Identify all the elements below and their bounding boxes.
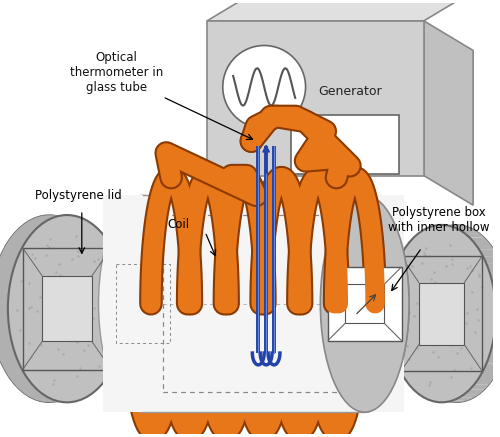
Polygon shape bbox=[0, 353, 18, 361]
Polygon shape bbox=[143, 195, 364, 412]
Polygon shape bbox=[207, 0, 473, 21]
Polygon shape bbox=[453, 227, 473, 229]
Polygon shape bbox=[30, 217, 54, 220]
Polygon shape bbox=[494, 328, 500, 337]
Polygon shape bbox=[0, 265, 15, 274]
Polygon shape bbox=[8, 234, 31, 241]
Polygon shape bbox=[479, 371, 498, 378]
Polygon shape bbox=[0, 361, 22, 369]
Polygon shape bbox=[494, 290, 500, 299]
Ellipse shape bbox=[0, 215, 108, 402]
Ellipse shape bbox=[320, 195, 409, 412]
Bar bbox=[419, 283, 465, 345]
Polygon shape bbox=[486, 264, 500, 272]
Polygon shape bbox=[464, 390, 484, 394]
Polygon shape bbox=[486, 355, 500, 364]
Polygon shape bbox=[19, 389, 42, 394]
Polygon shape bbox=[0, 274, 12, 284]
Bar bbox=[345, 284, 385, 323]
Polygon shape bbox=[24, 394, 48, 397]
Ellipse shape bbox=[388, 225, 496, 402]
Polygon shape bbox=[495, 299, 500, 309]
Polygon shape bbox=[0, 284, 10, 294]
Text: Optical
thermometer in
glass tube: Optical thermometer in glass tube bbox=[70, 51, 163, 94]
Bar bbox=[22, 248, 112, 370]
Polygon shape bbox=[470, 238, 489, 243]
Polygon shape bbox=[0, 256, 18, 265]
Polygon shape bbox=[483, 256, 500, 264]
Polygon shape bbox=[36, 400, 60, 402]
Ellipse shape bbox=[98, 195, 188, 412]
Polygon shape bbox=[0, 294, 8, 304]
Polygon shape bbox=[4, 241, 26, 248]
Polygon shape bbox=[470, 384, 489, 390]
Polygon shape bbox=[459, 229, 479, 233]
Text: Generator: Generator bbox=[318, 85, 382, 98]
Circle shape bbox=[223, 45, 306, 128]
Polygon shape bbox=[0, 343, 15, 353]
Polygon shape bbox=[4, 369, 26, 377]
Text: Polystyrene lid: Polystyrene lid bbox=[36, 189, 122, 202]
Polygon shape bbox=[459, 394, 479, 398]
Bar bbox=[401, 256, 482, 371]
Bar bbox=[42, 276, 92, 341]
Polygon shape bbox=[14, 383, 36, 389]
Text: Coil: Coil bbox=[168, 218, 190, 232]
Polygon shape bbox=[8, 377, 31, 383]
Polygon shape bbox=[207, 21, 424, 176]
Polygon shape bbox=[490, 347, 500, 355]
Polygon shape bbox=[104, 195, 404, 412]
Polygon shape bbox=[424, 21, 473, 205]
Polygon shape bbox=[492, 337, 500, 347]
Polygon shape bbox=[30, 397, 54, 400]
Polygon shape bbox=[0, 324, 10, 334]
Polygon shape bbox=[464, 233, 484, 238]
Polygon shape bbox=[474, 243, 494, 249]
Polygon shape bbox=[448, 400, 468, 402]
Polygon shape bbox=[14, 229, 36, 234]
Polygon shape bbox=[19, 224, 42, 229]
Polygon shape bbox=[0, 314, 8, 324]
Polygon shape bbox=[0, 248, 22, 256]
Bar bbox=[328, 267, 402, 341]
Polygon shape bbox=[448, 225, 468, 227]
Bar bbox=[291, 114, 399, 173]
Polygon shape bbox=[496, 309, 500, 319]
Polygon shape bbox=[490, 272, 500, 281]
Polygon shape bbox=[495, 319, 500, 328]
Polygon shape bbox=[36, 215, 60, 217]
Polygon shape bbox=[479, 249, 498, 256]
Polygon shape bbox=[24, 220, 48, 224]
Polygon shape bbox=[453, 398, 473, 400]
Ellipse shape bbox=[8, 215, 126, 402]
Polygon shape bbox=[483, 364, 500, 371]
Polygon shape bbox=[0, 304, 8, 314]
Text: Polystyrene box
with inner hollow: Polystyrene box with inner hollow bbox=[388, 206, 490, 234]
Ellipse shape bbox=[320, 195, 409, 412]
Polygon shape bbox=[474, 378, 494, 384]
Polygon shape bbox=[0, 334, 12, 343]
Polygon shape bbox=[492, 281, 500, 290]
